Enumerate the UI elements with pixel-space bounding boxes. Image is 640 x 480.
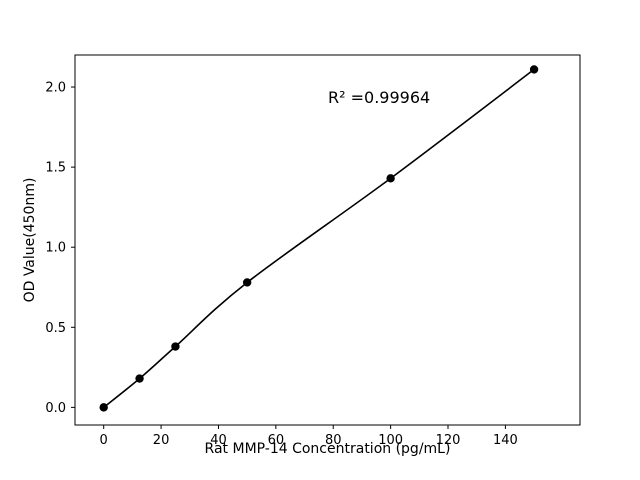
x-tick-label: 0 — [100, 433, 108, 448]
data-point-marker — [99, 403, 108, 412]
x-tick-label: 140 — [493, 433, 518, 448]
y-tick-label: 1.0 — [45, 241, 66, 256]
x-tick-label: 60 — [268, 433, 285, 448]
x-tick-label: 20 — [153, 433, 170, 448]
y-tick-label: 0.5 — [45, 321, 66, 336]
x-axis-label: Rat MMP-14 Concentration (pg/mL) — [204, 441, 451, 457]
y-tick-label: 1.5 — [45, 161, 66, 176]
y-tick-label: 2.0 — [45, 81, 66, 96]
x-tick-label: 100 — [378, 433, 403, 448]
data-point-marker — [171, 342, 180, 351]
data-point-marker — [529, 65, 539, 74]
data-point-marker — [386, 174, 395, 183]
plot-frame — [74, 54, 581, 426]
fit-curve — [103, 68, 535, 409]
x-tick-label: 80 — [325, 433, 342, 448]
r-squared-annotation: R² =0.99964 — [328, 88, 431, 107]
data-point-marker — [135, 374, 144, 383]
x-tick-label: 40 — [210, 433, 227, 448]
y-axis-label: OD Value(450nm) — [22, 177, 38, 303]
x-tick-label: 120 — [436, 433, 461, 448]
data-point-marker — [242, 278, 252, 287]
y-tick-label: 0.0 — [45, 401, 66, 416]
